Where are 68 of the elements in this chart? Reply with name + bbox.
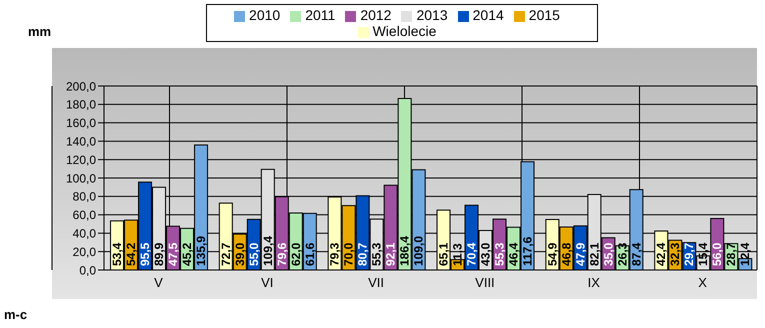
data-label: 46,8: [559, 242, 574, 266]
data-label: 11,3: [450, 242, 465, 266]
data-label: 79,3: [328, 242, 342, 266]
data-label: 46,4: [506, 242, 521, 266]
data-label: 61,6: [302, 242, 317, 266]
y-tick-label: 120,0: [66, 152, 96, 167]
data-label: 12,4: [738, 242, 752, 266]
y-tick-label: 0,0: [79, 263, 96, 278]
data-label: 39,0: [232, 242, 247, 266]
x-axis-title: m-c: [4, 307, 28, 322]
data-label: 89,9: [152, 242, 166, 266]
y-tick-label: 20,0: [72, 244, 96, 259]
data-label: 70,4: [464, 242, 479, 266]
data-label: 92,1: [384, 242, 398, 266]
data-label: 65,1: [436, 242, 451, 266]
data-label: 45,2: [180, 242, 194, 266]
data-label: 72,7: [218, 242, 233, 266]
data-label: 47,5: [166, 242, 180, 266]
y-tick-label: 100,0: [66, 171, 96, 186]
x-tick-label: IX: [588, 275, 600, 290]
data-label: 80,7: [356, 242, 370, 266]
data-label: 29,7: [682, 242, 696, 266]
data-label: 55,3: [492, 242, 507, 266]
data-label: 53,4: [110, 242, 124, 266]
data-label: 28,7: [724, 242, 738, 266]
data-label: 26,3: [615, 242, 630, 266]
y-tick-label: 140,0: [66, 134, 96, 148]
legend-label: 2010: [249, 7, 280, 23]
data-label: 43,0: [478, 242, 493, 266]
data-label: 135,9: [194, 236, 208, 266]
data-label: 87,4: [629, 242, 644, 266]
data-label: 54,2: [124, 242, 138, 266]
data-label: 55,3: [370, 242, 384, 266]
data-label: 109,0: [412, 236, 426, 266]
data-label: 117,6: [520, 236, 535, 266]
data-label: 47,9: [573, 242, 588, 266]
y-tick-label: 160,0: [66, 116, 96, 130]
legend-label: 2012: [360, 7, 392, 23]
y-tick-label: 80,0: [72, 190, 96, 204]
data-label: 109,4: [260, 236, 275, 266]
y-tick-label: 200,0: [66, 79, 96, 94]
data-label: 15,4: [696, 242, 710, 266]
legend-label: 2015: [528, 7, 560, 23]
legend-label: 2011: [305, 7, 336, 23]
x-tick-label: X: [698, 275, 708, 290]
data-label: 56,0: [710, 242, 724, 266]
data-label: 54,9: [545, 242, 560, 266]
data-label: 79,6: [274, 242, 289, 266]
data-label: 42,4: [654, 242, 668, 266]
x-tick-label: V: [154, 275, 164, 290]
y-tick-label: 60,0: [72, 208, 96, 222]
data-label: 35,0: [601, 242, 616, 266]
data-label: 62,0: [288, 242, 303, 266]
y-tick-label: 180,0: [66, 98, 96, 112]
legend-label: 2013: [416, 7, 448, 23]
data-label: 186,4: [398, 236, 412, 266]
x-tick-label: VII: [368, 275, 384, 290]
x-tick-label: VIII: [475, 275, 495, 290]
data-label: 95,5: [138, 242, 152, 266]
legend-label: 2014: [472, 7, 504, 23]
data-label: 55,0: [246, 242, 261, 266]
data-label: 32,3: [668, 242, 682, 266]
data-label: 82,1: [587, 242, 602, 266]
y-axis-title: mm: [28, 24, 52, 39]
x-tick-label: VI: [261, 275, 274, 290]
y-tick-label: 40,0: [72, 226, 96, 240]
legend-label: Wielolecie: [372, 23, 436, 39]
data-label: 70,0: [342, 242, 356, 266]
